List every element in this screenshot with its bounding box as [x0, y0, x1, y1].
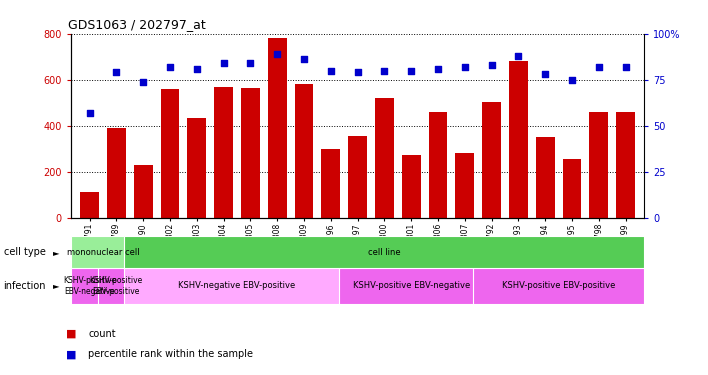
Text: KSHV-positive
EBV-negative: KSHV-positive EBV-negative	[63, 276, 116, 296]
Point	[191, 66, 202, 72]
Point	[513, 53, 524, 59]
Point	[486, 62, 497, 68]
Bar	[536, 137, 554, 218]
Point	[379, 68, 390, 74]
Text: ►: ►	[53, 248, 59, 257]
Bar	[71, 268, 108, 304]
Point	[539, 71, 551, 77]
Bar	[107, 128, 126, 218]
Text: percentile rank within the sample: percentile rank within the sample	[88, 350, 253, 359]
Point	[164, 64, 176, 70]
Bar	[482, 102, 501, 217]
Bar	[295, 84, 314, 218]
Text: KSHV-positive
EBV-positive: KSHV-positive EBV-positive	[90, 276, 143, 296]
Point	[620, 64, 632, 70]
Point	[110, 69, 122, 75]
Bar	[348, 136, 367, 218]
Bar	[161, 89, 179, 218]
Text: ►: ►	[53, 281, 59, 290]
Bar	[401, 156, 421, 218]
Point	[433, 66, 444, 72]
Text: KSHV-positive EBV-positive: KSHV-positive EBV-positive	[502, 281, 615, 290]
Bar	[134, 165, 152, 218]
Bar	[80, 192, 99, 217]
Point	[566, 77, 578, 83]
Text: infection: infection	[4, 281, 46, 291]
Bar	[563, 159, 581, 218]
Bar	[71, 236, 135, 268]
Point	[218, 60, 229, 66]
Text: cell type: cell type	[4, 247, 45, 257]
Bar	[241, 88, 260, 218]
Point	[352, 69, 363, 75]
Bar	[339, 268, 484, 304]
Text: count: count	[88, 329, 116, 339]
Bar	[589, 112, 608, 218]
Text: KSHV-negative EBV-positive: KSHV-negative EBV-positive	[178, 281, 295, 290]
Point	[298, 57, 309, 63]
Point	[406, 68, 417, 74]
Point	[459, 64, 470, 70]
Bar	[125, 268, 350, 304]
Bar	[616, 112, 635, 218]
Point	[84, 110, 95, 116]
Bar	[215, 87, 233, 218]
Text: ■: ■	[66, 350, 76, 359]
Point	[137, 78, 149, 84]
Bar	[268, 38, 287, 218]
Text: cell line: cell line	[368, 248, 401, 256]
Bar	[473, 268, 644, 304]
Bar	[321, 148, 340, 217]
Point	[325, 68, 336, 74]
Text: ■: ■	[66, 329, 76, 339]
Bar	[188, 118, 206, 218]
Bar	[455, 153, 474, 218]
Bar	[375, 98, 394, 218]
Text: mononuclear cell: mononuclear cell	[67, 248, 139, 256]
Bar	[509, 62, 527, 217]
Text: GDS1063 / 202797_at: GDS1063 / 202797_at	[68, 18, 206, 31]
Point	[593, 64, 605, 70]
Point	[271, 51, 282, 57]
Point	[245, 60, 256, 66]
Text: KSHV-positive EBV-negative: KSHV-positive EBV-negative	[353, 281, 470, 290]
Bar	[428, 112, 447, 218]
Bar	[98, 268, 135, 304]
